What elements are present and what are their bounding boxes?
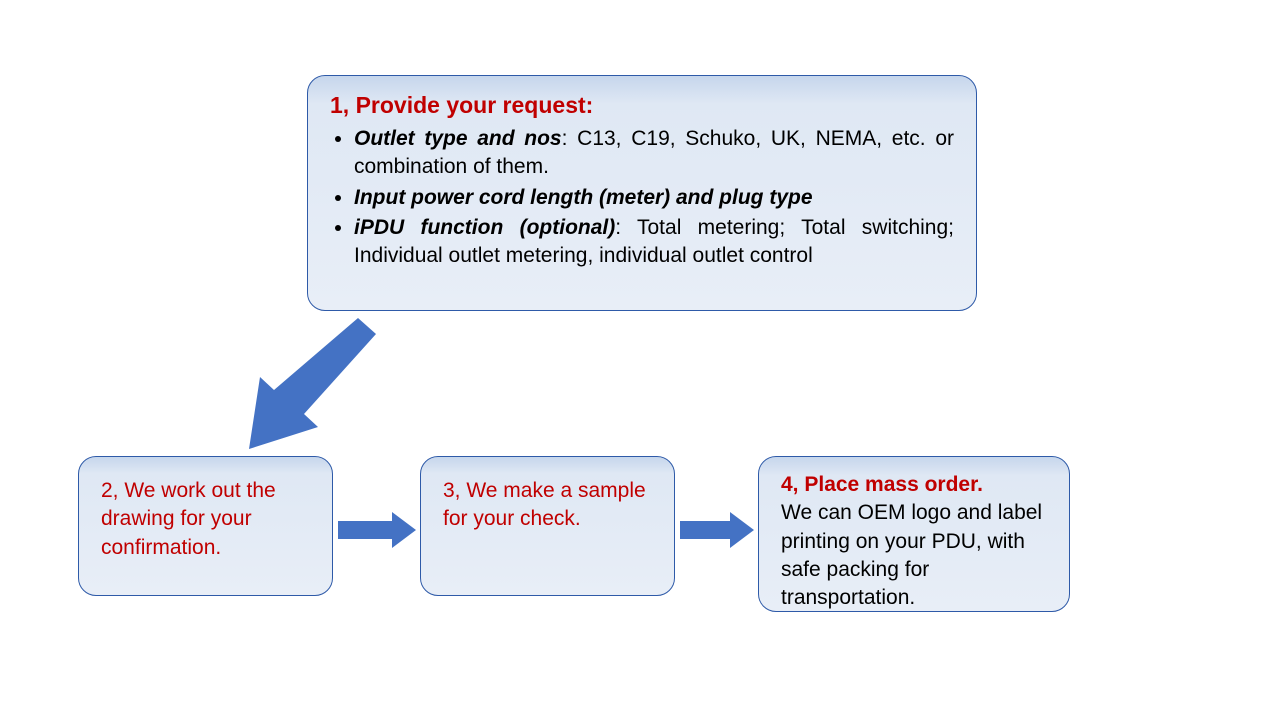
step3-text: 3, We make a sample for your check.	[443, 479, 646, 530]
step1-bullet-2: Input power cord length (meter) and plug…	[354, 184, 954, 212]
step1-bullets: Outlet type and nos: C13, C19, Schuko, U…	[330, 125, 954, 271]
arrow-step1-to-step2	[249, 318, 376, 449]
step1-title: 1, Provide your request:	[330, 90, 954, 121]
flowchart-node-step3: 3, We make a sample for your check.	[420, 456, 675, 596]
flowchart-node-step1: 1, Provide your request: Outlet type and…	[307, 75, 977, 311]
arrow-step2-to-step3	[338, 512, 416, 548]
step2-text: 2, We work out the drawing for your conf…	[101, 479, 276, 559]
step4-body: We can OEM logo and label printing on yo…	[781, 501, 1042, 609]
arrow-step3-to-step4	[680, 512, 754, 548]
step1-bullet-1: Outlet type and nos: C13, C19, Schuko, U…	[354, 125, 954, 182]
step1-bullet-3: iPDU function (optional): Total metering…	[354, 214, 954, 271]
flowchart-node-step4: 4, Place mass order. We can OEM logo and…	[758, 456, 1070, 612]
flowchart-node-step2: 2, We work out the drawing for your conf…	[78, 456, 333, 596]
step4-title: 4, Place mass order.	[781, 473, 983, 496]
